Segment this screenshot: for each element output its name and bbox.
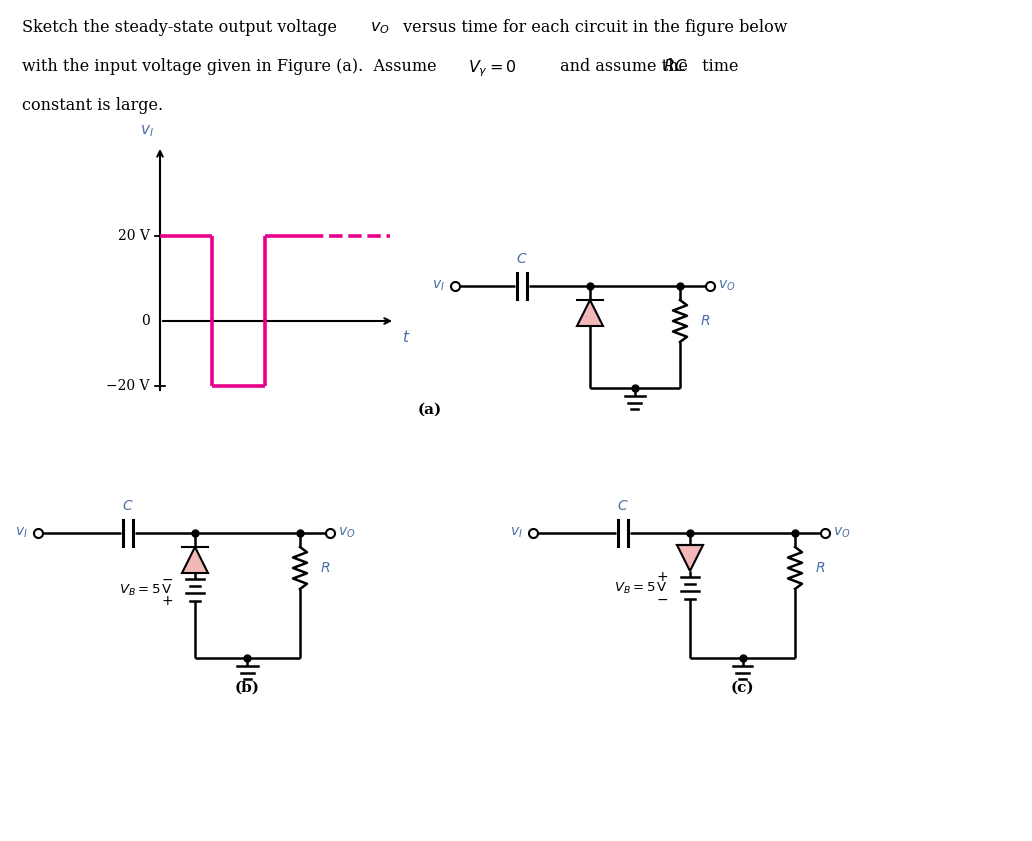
Text: $v_I$: $v_I$ [432, 279, 445, 294]
Text: 20 V: 20 V [118, 229, 150, 243]
Text: (c): (c) [731, 681, 754, 695]
Text: Sketch the steady-state output voltage: Sketch the steady-state output voltage [22, 19, 343, 36]
Text: $R$: $R$ [320, 561, 330, 575]
Text: and assume the: and assume the [555, 58, 694, 75]
Text: $v_O$: $v_O$ [338, 526, 355, 540]
Text: −20 V: −20 V [106, 379, 150, 393]
Text: constant is large.: constant is large. [22, 97, 163, 114]
Text: $+$: $+$ [656, 570, 668, 584]
Polygon shape [677, 545, 703, 571]
Text: $+$: $+$ [161, 594, 173, 608]
Text: $V_B = 5\,\mathrm{V}$: $V_B = 5\,\mathrm{V}$ [614, 580, 668, 595]
Text: $t$: $t$ [402, 329, 411, 345]
Text: (b): (b) [235, 681, 260, 695]
Text: $v_O$: $v_O$ [833, 526, 850, 540]
Text: $v_I$: $v_I$ [510, 526, 523, 540]
Polygon shape [577, 300, 603, 326]
Text: $-$: $-$ [656, 592, 668, 606]
Text: $V_\gamma = 0$: $V_\gamma = 0$ [467, 58, 517, 78]
Text: (a): (a) [418, 403, 442, 417]
Text: $V_B = 5\,\mathrm{V}$: $V_B = 5\,\mathrm{V}$ [120, 583, 173, 598]
Text: versus time for each circuit in the figure below: versus time for each circuit in the figu… [398, 19, 787, 36]
Text: $-$: $-$ [161, 572, 173, 586]
Text: $C$: $C$ [617, 499, 628, 513]
Text: $R$: $R$ [700, 314, 710, 328]
Text: 0: 0 [141, 314, 150, 328]
Text: $C$: $C$ [516, 252, 527, 266]
Text: $v_I$: $v_I$ [15, 526, 28, 540]
Text: with the input voltage given in Figure (a).  Assume: with the input voltage given in Figure (… [22, 58, 442, 75]
Text: $C$: $C$ [122, 499, 134, 513]
Text: $v_I$: $v_I$ [140, 124, 154, 139]
Text: $R$: $R$ [815, 561, 826, 575]
Polygon shape [182, 547, 208, 573]
Text: time: time [697, 58, 739, 75]
Text: $v_O$: $v_O$ [718, 279, 736, 294]
Text: $\mathit{RC}$: $\mathit{RC}$ [663, 58, 687, 75]
Text: $v_O$: $v_O$ [370, 19, 390, 36]
